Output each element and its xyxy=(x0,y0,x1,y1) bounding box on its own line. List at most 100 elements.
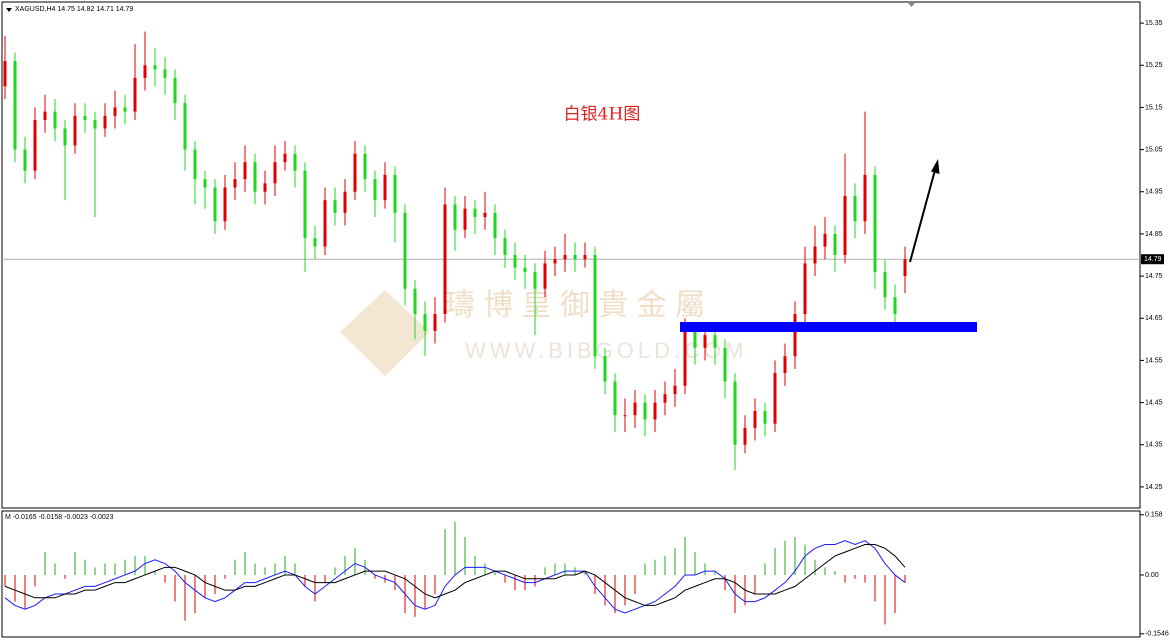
candle-body xyxy=(863,174,867,222)
candle-body xyxy=(453,204,457,230)
candle-body xyxy=(143,65,147,78)
y-tick-label: 0.00 xyxy=(1145,572,1159,579)
candle-body xyxy=(903,259,907,277)
candle-body xyxy=(163,69,167,78)
candle-body xyxy=(183,103,187,150)
last-price-box xyxy=(1141,254,1164,265)
candle-body xyxy=(503,238,507,255)
candle-body xyxy=(283,153,287,163)
candle-body xyxy=(443,204,447,315)
candle-body xyxy=(393,174,397,213)
indicator-line xyxy=(4,540,906,614)
y-tick-label: 14.45 xyxy=(1145,399,1163,406)
candle-body xyxy=(323,200,327,247)
watermark-text: 璹 博 皇 御 貴 金 屬 xyxy=(445,289,705,322)
price-pane xyxy=(1,1,1141,509)
y-tick-label: 15.35 xyxy=(1145,20,1163,27)
candle-body xyxy=(833,233,837,255)
y-tick-label: 14.35 xyxy=(1145,442,1163,449)
candle-body xyxy=(683,330,687,386)
y-tick-label: 14.75 xyxy=(1145,273,1163,280)
indicator-title: M -0.0165 -0.0158 -0.0023 -0.0023 xyxy=(5,514,114,521)
candle-body xyxy=(433,314,437,331)
indicator-pane xyxy=(1,510,1141,638)
candle-body xyxy=(23,149,27,171)
candle-body xyxy=(493,212,497,239)
y-tick-label: 14.25 xyxy=(1145,484,1163,491)
candle-body xyxy=(203,179,207,188)
candle-body xyxy=(533,271,537,289)
menu-triangle xyxy=(6,8,12,12)
candle-body xyxy=(63,128,67,146)
candle-body xyxy=(93,120,97,129)
y-tick-label: 14.65 xyxy=(1145,315,1163,322)
candle-body xyxy=(353,153,357,192)
candle-body xyxy=(403,212,407,289)
watermark-logo xyxy=(340,290,430,376)
candle-body xyxy=(13,61,17,150)
candle-body xyxy=(303,170,307,239)
candle-body xyxy=(373,179,377,201)
candle-body xyxy=(33,120,37,171)
candle-body xyxy=(573,255,577,260)
candle-body xyxy=(383,174,387,201)
y-tick-label: -0.1546 xyxy=(1145,631,1169,638)
candle-body xyxy=(623,415,627,417)
candle-body xyxy=(83,115,87,121)
candle-body xyxy=(223,187,227,222)
candle-body xyxy=(523,267,527,272)
candle-body xyxy=(253,162,257,192)
candle-body xyxy=(613,381,617,416)
shift-marker xyxy=(908,3,915,7)
candle-body xyxy=(263,183,267,192)
candle-body xyxy=(643,402,647,420)
candle-body xyxy=(273,162,277,184)
candle-body xyxy=(763,411,767,424)
candle-body xyxy=(693,330,697,348)
candle-body xyxy=(593,255,597,357)
candle-body xyxy=(463,208,467,230)
candle-body xyxy=(73,115,77,146)
candle-body xyxy=(843,195,847,255)
candle-body xyxy=(123,107,127,112)
y-tick-label: 14.95 xyxy=(1145,189,1163,196)
candle-body xyxy=(883,271,887,298)
trend-arrow xyxy=(909,169,936,263)
candle-body xyxy=(873,174,877,272)
chart-title: XAGUSD,H4 14.75 14.82 14.71 14.79 xyxy=(15,6,133,13)
candle-body xyxy=(473,208,477,218)
y-tick-label: 15.05 xyxy=(1145,146,1163,153)
candle-body xyxy=(563,255,567,260)
candle-body xyxy=(723,347,727,382)
candle-body xyxy=(313,238,317,247)
y-tick-label: 14.55 xyxy=(1145,357,1163,364)
candle-body xyxy=(43,111,47,121)
candle-body xyxy=(733,381,737,445)
candle-body xyxy=(633,402,637,416)
last-price-label: 14.79 xyxy=(1144,256,1162,263)
candle-body xyxy=(413,288,417,315)
candle-body xyxy=(243,162,247,180)
candle-body xyxy=(893,297,897,315)
candle-body xyxy=(363,153,367,180)
candle-body xyxy=(343,191,347,213)
support-zone xyxy=(680,322,977,332)
candle-body xyxy=(583,255,587,260)
candle-body xyxy=(233,179,237,188)
candle-body xyxy=(543,263,547,289)
candle-body xyxy=(193,149,197,180)
candle-body xyxy=(173,77,177,104)
candle-body xyxy=(803,263,807,315)
candle-body xyxy=(213,187,217,222)
candle-body xyxy=(513,255,517,268)
y-tick-label: 15.25 xyxy=(1145,62,1163,69)
candle-body xyxy=(113,107,117,116)
candle-body xyxy=(703,335,707,348)
annotation: 白银4H图 xyxy=(564,105,641,125)
candle-body xyxy=(753,411,757,428)
candle-body xyxy=(793,314,797,357)
candle-body xyxy=(293,153,297,171)
candle-body xyxy=(483,212,487,218)
candle-body xyxy=(673,385,677,395)
